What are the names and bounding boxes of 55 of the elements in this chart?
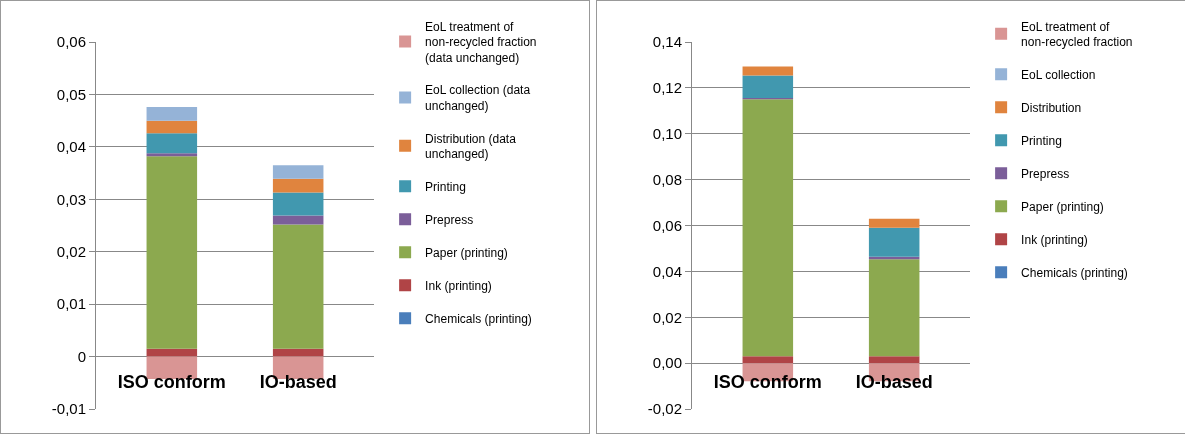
x-tick-label: ISO conform xyxy=(713,372,822,392)
legend-label: Prepress xyxy=(1021,166,1070,181)
legend-label: Chemicals (printing) xyxy=(425,311,532,326)
y-tick-label: -0,02 xyxy=(647,400,682,418)
bar xyxy=(742,99,794,357)
bar xyxy=(146,348,198,357)
legend-label: Ink (printing) xyxy=(425,278,492,293)
y-tick-label: 0,01 xyxy=(56,295,86,313)
y-tick-label: 0,04 xyxy=(652,262,682,280)
y-tick-label: 0,14 xyxy=(652,33,682,51)
bar xyxy=(272,348,324,357)
y-tick-label: 0,02 xyxy=(56,242,86,260)
legend-label: Ink (printing) xyxy=(1021,232,1088,247)
legend-label: EoL collection (data unchanged) xyxy=(425,83,531,113)
legend-label: EoL collection xyxy=(1021,67,1096,82)
bar xyxy=(868,259,920,357)
bar xyxy=(868,356,920,364)
y-tick-label: 0,12 xyxy=(652,79,682,97)
y-tick-label: 0,04 xyxy=(56,138,86,156)
bar xyxy=(742,356,794,364)
y-tick-label: 0,02 xyxy=(652,308,682,326)
y-tick-label: 0,10 xyxy=(652,125,682,142)
bar xyxy=(742,75,794,98)
legend-label: Prepress xyxy=(425,212,474,227)
bar xyxy=(146,120,198,134)
bar xyxy=(146,107,198,121)
legend-label: Printing xyxy=(1021,133,1062,148)
bar xyxy=(272,165,324,179)
bar xyxy=(272,178,324,193)
bar xyxy=(868,218,920,228)
bar xyxy=(868,227,920,257)
x-tick-label: IO-based xyxy=(259,372,337,392)
x-tick-label: IO-based xyxy=(855,372,933,392)
bar xyxy=(272,192,324,216)
y-tick-label: 0,06 xyxy=(56,33,86,51)
y-tick-label: 0,03 xyxy=(56,190,86,208)
y-tick-label: -0,01 xyxy=(51,400,86,418)
y-tick-label: 0,00 xyxy=(652,354,682,372)
x-tick-label: ISO conform xyxy=(117,372,226,392)
y-tick-label: 0 xyxy=(77,347,86,365)
y-tick-label: 0,05 xyxy=(56,85,86,103)
y-tick-label: 0,08 xyxy=(652,170,682,188)
legend-label: Distribution (data unchanged) xyxy=(425,131,517,162)
legend-label: Printing xyxy=(425,179,466,194)
legend-label: EoL treatment of non-recycled fraction xyxy=(1021,19,1133,50)
bar xyxy=(146,156,198,349)
y-tick-label: 0,06 xyxy=(652,216,682,234)
bar xyxy=(146,133,198,154)
legend-label: EoL treatment of non-recycled fraction (data unchanged) xyxy=(425,19,537,65)
legend-label: Chemicals (printing) xyxy=(1021,265,1128,280)
bar xyxy=(272,224,324,349)
bar xyxy=(146,153,198,157)
legend-label: Paper (printing) xyxy=(1021,199,1104,214)
legend-label: Distribution xyxy=(1021,100,1082,115)
legend-label: Paper (printing) xyxy=(425,245,508,260)
